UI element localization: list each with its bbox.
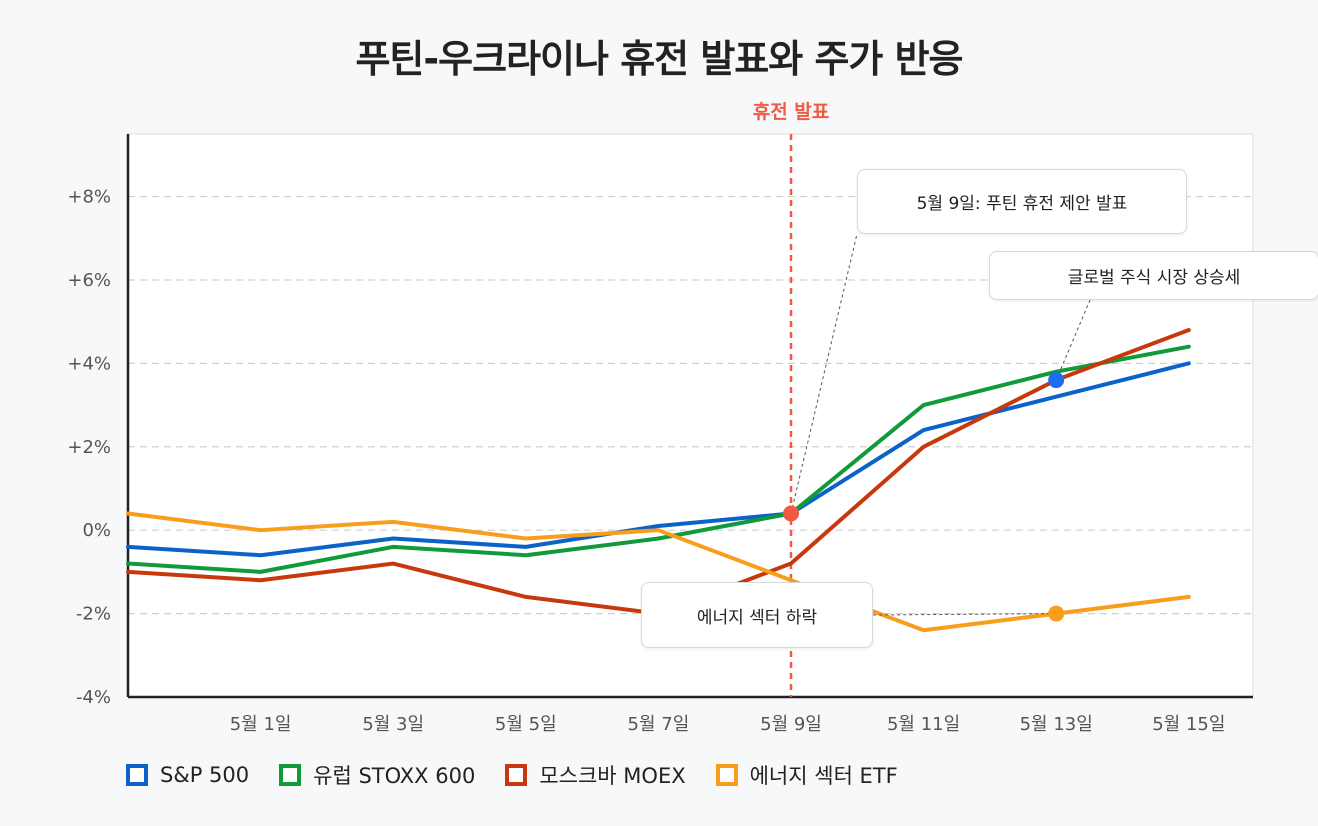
chart-title: 푸틴-우크라이나 휴전 발표와 주가 반응	[355, 37, 963, 81]
y-tick-label: 0%	[82, 520, 111, 541]
legend-swatch-moex	[505, 764, 528, 786]
annotation-leader-line	[872, 613, 1057, 616]
annotation-ceasefire-callout: 5월 9일: 푸틴 휴전 제안 발표	[857, 169, 1187, 234]
annotation-leader-line	[1055, 299, 1091, 381]
y-tick-label: -4%	[76, 687, 111, 708]
x-tick-label: 5월 5일	[495, 714, 557, 735]
x-tick-label: 5월 1일	[230, 714, 292, 735]
legend-item-energy-etf[interactable]: 에너지 섹터 ETF	[715, 760, 898, 790]
annotation-global-rally-callout: 글로벌 주식 시장 상승세	[989, 251, 1318, 300]
y-tick-label: +4%	[67, 353, 111, 374]
x-tick-label: 5월 13일	[1020, 714, 1093, 735]
annotation-marker	[1048, 372, 1065, 389]
series-line-sp500	[126, 361, 1191, 558]
legend-item-stoxx600[interactable]: 유럽 STOXX 600	[279, 760, 475, 790]
annotation-marker	[1048, 605, 1065, 622]
chart-legend: S&P 500 유럽 STOXX 600 모스크바 MOEX 에너지 섹터 ET…	[126, 760, 898, 790]
y-tick-label: -2%	[76, 604, 111, 625]
y-tick-label: +8%	[67, 187, 111, 208]
x-tick-label: 5월 11일	[887, 714, 960, 735]
x-tick-label: 5월 3일	[362, 714, 424, 735]
series-line-energy-etf	[126, 511, 1191, 633]
x-tick-label: 5월 7일	[628, 714, 690, 735]
legend-item-sp500[interactable]: S&P 500	[126, 763, 249, 787]
legend-label-energy-etf: 에너지 섹터 ETF	[749, 764, 898, 788]
legend-swatch-energy-etf	[715, 764, 738, 786]
legend-label-sp500: S&P 500	[160, 763, 250, 787]
legend-label-stoxx600: 유럽 STOXX 600	[313, 764, 476, 788]
x-tick-label: 5월 9일	[760, 714, 822, 735]
legend-label-moex: 모스크바 MOEX	[539, 764, 686, 788]
legend-swatch-sp500	[126, 764, 148, 786]
event-label: 휴전 발표	[753, 101, 830, 123]
y-tick-label: +2%	[67, 437, 111, 458]
legend-item-moex[interactable]: 모스크바 MOEX	[505, 760, 686, 790]
y-tick-label: +6%	[67, 270, 111, 291]
x-tick-label: 5월 15일	[1152, 714, 1225, 735]
series-line-stoxx600	[126, 344, 1191, 574]
annotation-marker	[783, 505, 799, 522]
legend-swatch-stoxx600	[279, 764, 302, 786]
annotation-energy-drop-callout: 에너지 섹터 하락	[641, 582, 873, 648]
